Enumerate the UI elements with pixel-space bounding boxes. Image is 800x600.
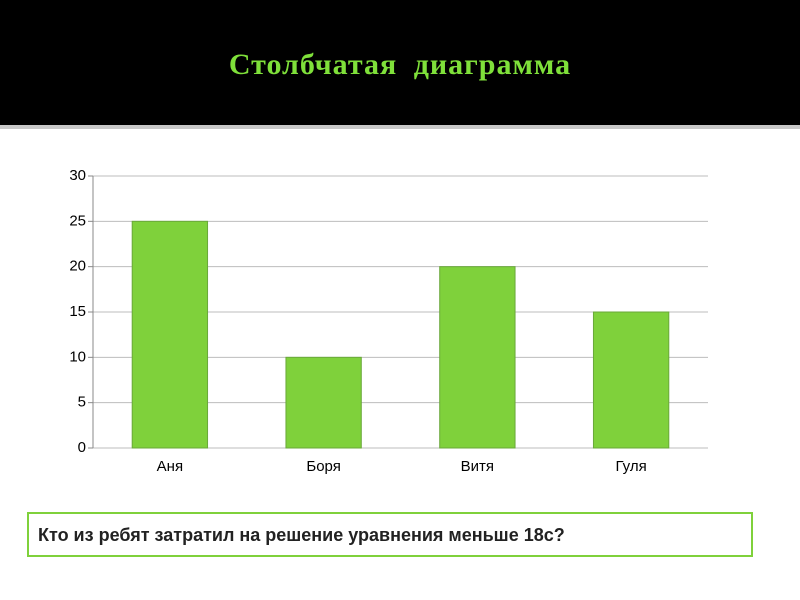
y-tick-label: 5 [78,394,86,411]
bar [131,220,209,449]
x-tick-label: Аня [157,458,183,475]
bar [285,356,362,449]
x-tick-label: Боря [306,458,340,475]
question-text: Кто из ребят затратил на решение уравнен… [38,525,565,545]
x-tick-label: Витя [461,458,494,475]
chart: 0 5 10 15 20 25 30 Аня Боря Витя Гуля [69,167,708,475]
y-tick-label: 25 [69,212,86,229]
y-tick-label: 0 [78,439,86,456]
question-box: Кто из ребят затратил на решение уравнен… [27,512,753,557]
x-tick-label: Гуля [616,458,647,475]
y-tick-label: 15 [69,303,86,320]
bar [439,266,516,449]
y-tick-label: 10 [69,348,86,365]
y-tick-label: 30 [69,167,86,184]
y-tick-label: 20 [69,258,86,275]
slide-title: Столбчатая диаграмма [228,48,572,81]
header: Столбчатая диаграмма [0,0,800,129]
bar [592,311,670,449]
